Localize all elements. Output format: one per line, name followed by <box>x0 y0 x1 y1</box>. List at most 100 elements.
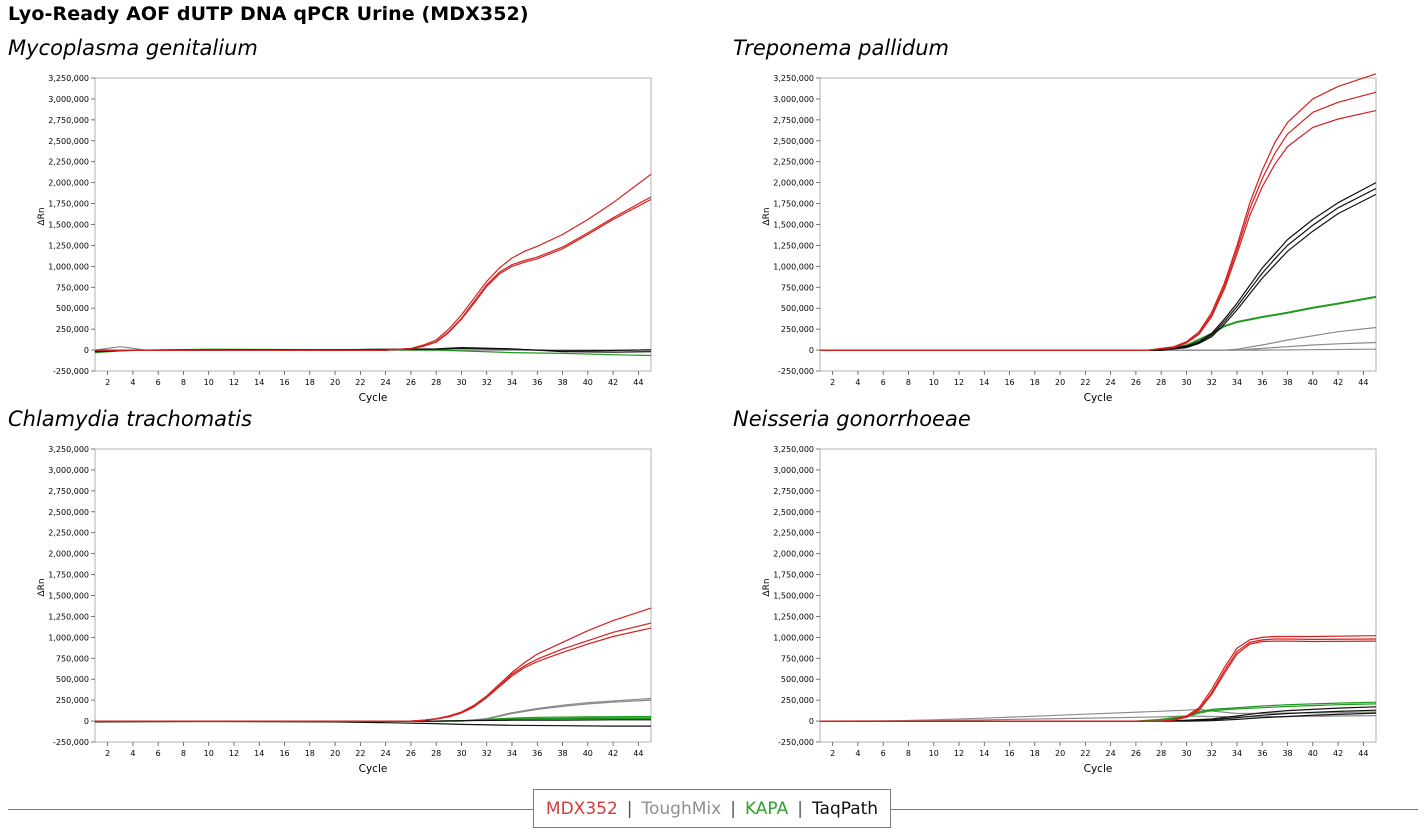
series-line-mdx352 <box>820 110 1377 351</box>
y-tick-label: 3,000,000 <box>773 95 814 104</box>
x-tick-label: 32 <box>482 749 492 758</box>
y-tick-label: -250,000 <box>53 367 89 376</box>
y-tick-label: 2,750,000 <box>773 116 814 125</box>
x-tick-label: 34 <box>1232 749 1242 758</box>
x-tick-label: 14 <box>254 378 264 387</box>
y-axis-label: ΔRn <box>762 578 772 596</box>
chart-plot: -250,000 0 250,000 500,000 750,000 1,000,000 1… <box>37 445 652 775</box>
chart-panel-mycoplasma: Mycoplasma genitalium -250,000 0 250,000 50… <box>8 36 708 411</box>
series-line-taqpath <box>820 193 1377 351</box>
y-tick-label: 250,000 <box>56 325 89 334</box>
x-tick-label: 34 <box>507 378 517 387</box>
x-tick-label: 6 <box>156 749 161 758</box>
x-tick-label: 42 <box>1333 749 1343 758</box>
y-tick-label: 2,500,000 <box>48 137 89 146</box>
y-tick-label: 3,250,000 <box>773 74 814 83</box>
chart-panel-chlamydia: Chlamydia trachomatis -250,000 0 250,000 50… <box>8 407 708 782</box>
x-tick-label: 36 <box>532 378 542 387</box>
x-tick-label: 4 <box>855 378 860 387</box>
x-tick-label: 30 <box>1181 749 1191 758</box>
y-tick-label: 1,500,000 <box>48 221 89 230</box>
y-tick-label: 1,750,000 <box>48 200 89 209</box>
y-tick-label: 2,000,000 <box>48 179 89 188</box>
y-axis-label: ΔRn <box>37 578 47 596</box>
x-tick-label: 32 <box>1207 749 1217 758</box>
legend: MDX352 | ToughMix | KAPA | TaqPath <box>533 789 891 828</box>
legend-item-kapa: KAPA <box>744 798 789 819</box>
chart-plot: -250,000 0 250,000 500,000 750,000 1,000,000 1… <box>762 73 1377 404</box>
x-tick-label: 14 <box>979 749 989 758</box>
y-tick-label: 2,250,000 <box>773 529 814 538</box>
y-tick-label: 1,250,000 <box>773 241 814 250</box>
x-tick-label: 44 <box>1358 749 1368 758</box>
series-line-mdx352 <box>95 198 652 351</box>
x-tick-label: 18 <box>305 378 315 387</box>
y-tick-label: 3,000,000 <box>48 95 89 104</box>
y-tick-label: 2,000,000 <box>48 550 89 559</box>
plot-frame <box>819 77 1377 372</box>
series-line-mdx352 <box>820 640 1377 722</box>
y-tick-label: 750,000 <box>56 654 89 663</box>
y-tick-label: 2,750,000 <box>48 487 89 496</box>
y-tick-label: 1,000,000 <box>48 262 89 271</box>
y-tick-label: 1,000,000 <box>48 633 89 642</box>
y-tick-label: 3,250,000 <box>48 445 89 454</box>
y-tick-label: 3,250,000 <box>773 445 814 454</box>
x-tick-label: 28 <box>431 749 441 758</box>
y-tick-label: 0 <box>84 717 89 726</box>
y-tick-label: 1,000,000 <box>773 633 814 642</box>
y-tick-label: 2,500,000 <box>773 508 814 517</box>
x-tick-label: 6 <box>156 378 161 387</box>
x-tick-label: 40 <box>583 749 593 758</box>
y-tick-label: 3,250,000 <box>48 74 89 83</box>
x-tick-label: 12 <box>229 749 239 758</box>
legend-separator: | <box>626 798 633 819</box>
x-tick-label: 20 <box>330 749 340 758</box>
y-tick-label: 2,250,000 <box>48 529 89 538</box>
x-tick-label: 36 <box>1257 378 1267 387</box>
x-tick-label: 2 <box>830 749 835 758</box>
x-tick-label: 4 <box>855 749 860 758</box>
chart-plot: -250,000 0 250,000 500,000 750,000 1,000,000 1… <box>37 74 652 404</box>
x-tick-label: 2 <box>105 378 110 387</box>
x-tick-label: 4 <box>130 378 135 387</box>
y-tick-label: 1,500,000 <box>48 592 89 601</box>
y-tick-label: 500,000 <box>56 675 89 684</box>
series-line-taqpath <box>820 182 1377 351</box>
y-tick-label: 1,500,000 <box>773 221 814 230</box>
chart-panel-treponema: Treponema pallidum -250,000 0 250,000 500,0… <box>733 36 1427 411</box>
x-tick-label: 18 <box>1030 378 1040 387</box>
x-tick-label: 44 <box>633 378 643 387</box>
x-tick-label: 26 <box>1131 749 1141 758</box>
y-tick-label: 1,250,000 <box>48 612 89 621</box>
x-tick-label: 24 <box>1106 378 1116 387</box>
x-tick-label: 40 <box>1308 749 1318 758</box>
x-tick-label: 24 <box>1106 749 1116 758</box>
y-axis-label: ΔRn <box>762 207 772 225</box>
x-tick-label: 22 <box>355 378 365 387</box>
chart-title: Mycoplasma genitalium <box>8 36 258 60</box>
y-tick-label: 0 <box>809 717 814 726</box>
page-title: Lyo-Ready AOF dUTP DNA qPCR Urine (MDX35… <box>8 3 529 25</box>
y-tick-label: 500,000 <box>781 675 814 684</box>
y-tick-label: 2,750,000 <box>773 487 814 496</box>
x-tick-label: 26 <box>406 378 416 387</box>
legend-item-mdx352: MDX352 <box>545 798 618 819</box>
x-tick-label: 22 <box>355 749 365 758</box>
x-tick-label: 12 <box>954 378 964 387</box>
chart-panel-neisseria: Neisseria gonorrhoeae -250,000 0 250,000 50… <box>733 407 1427 782</box>
y-tick-label: 0 <box>84 346 89 355</box>
x-tick-label: 32 <box>482 378 492 387</box>
x-tick-label: 20 <box>1055 378 1065 387</box>
series-line-mdx352 <box>95 173 652 351</box>
x-tick-label: 6 <box>881 749 886 758</box>
x-tick-label: 8 <box>906 378 911 387</box>
x-tick-label: 38 <box>1282 378 1292 387</box>
x-tick-label: 30 <box>1181 378 1191 387</box>
x-tick-label: 42 <box>608 378 618 387</box>
x-tick-label: 34 <box>1232 378 1242 387</box>
x-tick-label: 12 <box>229 378 239 387</box>
x-tick-label: 16 <box>1004 378 1014 387</box>
series-line-mdx352 <box>95 627 652 722</box>
y-tick-label: 750,000 <box>781 654 814 663</box>
